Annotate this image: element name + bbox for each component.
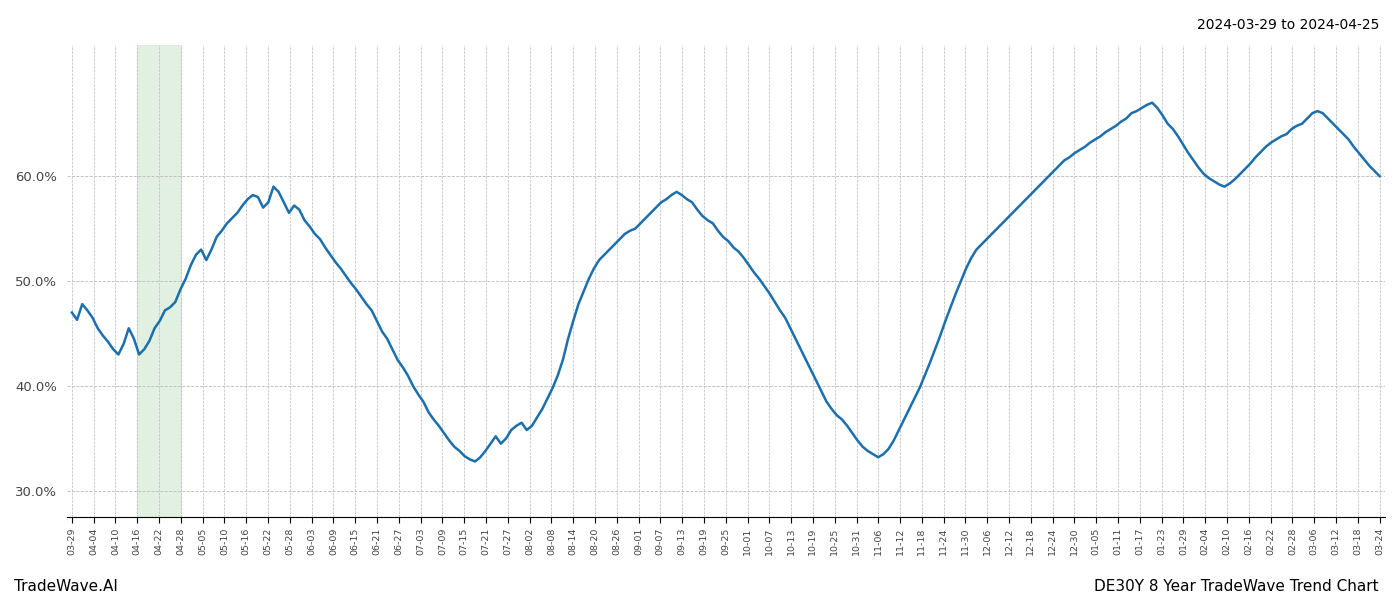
Text: TradeWave.AI: TradeWave.AI (14, 579, 118, 594)
Text: 2024-03-29 to 2024-04-25: 2024-03-29 to 2024-04-25 (1197, 18, 1379, 32)
Text: DE30Y 8 Year TradeWave Trend Chart: DE30Y 8 Year TradeWave Trend Chart (1095, 579, 1379, 594)
Bar (137, 45, 181, 517)
